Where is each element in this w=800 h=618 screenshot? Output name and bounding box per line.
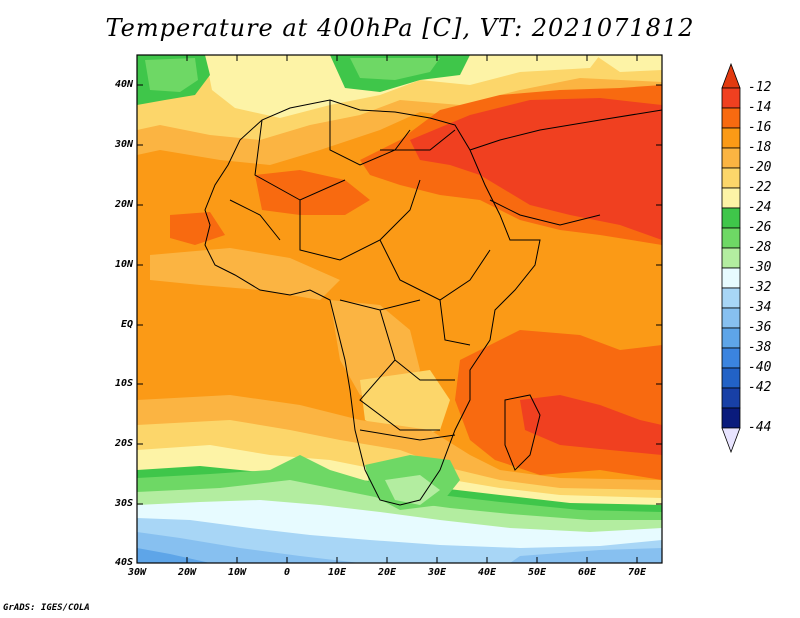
colorbar-label: -20 bbox=[748, 160, 772, 175]
colorbar-label: -16 bbox=[748, 120, 772, 135]
colorbar-swatch bbox=[721, 127, 741, 149]
colorbar-swatch bbox=[721, 167, 741, 189]
colorbar-label: -24 bbox=[748, 200, 772, 215]
lat-label: 30S bbox=[114, 498, 133, 509]
colorbar-label: -40 bbox=[748, 360, 772, 375]
colorbar-swatch bbox=[721, 207, 741, 229]
lon-label: 30E bbox=[427, 567, 447, 578]
lat-label: 40S bbox=[114, 557, 133, 568]
colorbar bbox=[721, 62, 741, 454]
lat-label: 10N bbox=[114, 259, 133, 270]
map-title: Temperature at 400hPa [C], VT: 202107181… bbox=[105, 14, 695, 42]
colorbar-swatch bbox=[721, 107, 741, 129]
colorbar-label: -42 bbox=[748, 380, 772, 395]
map-frame bbox=[136, 54, 663, 564]
lat-label: 40N bbox=[114, 79, 133, 90]
lat-label: 20S bbox=[114, 438, 133, 449]
colorbar-swatch bbox=[721, 287, 741, 309]
lon-label: 10E bbox=[327, 567, 347, 578]
colorbar-label: -12 bbox=[748, 80, 772, 95]
lon-label: 70E bbox=[627, 567, 647, 578]
lon-label: 10W bbox=[227, 567, 247, 578]
lon-label: 30W bbox=[127, 567, 147, 578]
colorbar-label: -32 bbox=[748, 280, 772, 295]
lat-label: 10S bbox=[114, 378, 133, 389]
colorbar-label: -34 bbox=[748, 300, 772, 315]
lat-ticks bbox=[137, 84, 662, 505]
colorbar-label: -38 bbox=[748, 340, 772, 355]
colorbar-label: -22 bbox=[748, 180, 772, 195]
colorbar-label: -26 bbox=[748, 220, 772, 235]
temperature-field bbox=[137, 55, 662, 563]
colorbar-swatch bbox=[721, 247, 741, 269]
colorbar-swatch bbox=[721, 187, 741, 209]
colorbar-label: -28 bbox=[748, 240, 772, 255]
lon-label: 50E bbox=[527, 567, 547, 578]
colorbar-label: -36 bbox=[748, 320, 772, 335]
lat-label: EQ bbox=[120, 319, 133, 330]
lat-label: 20N bbox=[114, 199, 133, 210]
lon-label: 20W bbox=[177, 567, 197, 578]
colorbar-label: -14 bbox=[748, 100, 772, 115]
credit-text: GrADS: IGES/COLA bbox=[3, 603, 90, 613]
colorbar-top-arrow bbox=[721, 62, 741, 89]
colorbar-swatch bbox=[721, 307, 741, 329]
country-outlines bbox=[204, 99, 663, 506]
colorbar-swatch bbox=[721, 267, 741, 289]
colorbar-label: -44 bbox=[748, 420, 772, 435]
colorbar-swatch bbox=[721, 347, 741, 369]
lon-label: 20E bbox=[377, 567, 397, 578]
colorbar-swatch bbox=[721, 407, 741, 429]
colorbar-bottom-arrow bbox=[721, 427, 741, 454]
colorbar-label: -18 bbox=[748, 140, 772, 155]
lon-ticks bbox=[186, 55, 638, 563]
colorbar-swatch bbox=[721, 387, 741, 409]
colorbar-swatch bbox=[721, 87, 741, 109]
lon-label: 60E bbox=[577, 567, 597, 578]
colorbar-swatch bbox=[721, 327, 741, 349]
colorbar-swatch bbox=[721, 367, 741, 389]
colorbar-swatch bbox=[721, 227, 741, 249]
lon-label: 0 bbox=[283, 567, 291, 578]
lat-label: 30N bbox=[114, 139, 133, 150]
lon-label: 40E bbox=[477, 567, 497, 578]
colorbar-swatch bbox=[721, 147, 741, 169]
colorbar-label: -30 bbox=[748, 260, 772, 275]
